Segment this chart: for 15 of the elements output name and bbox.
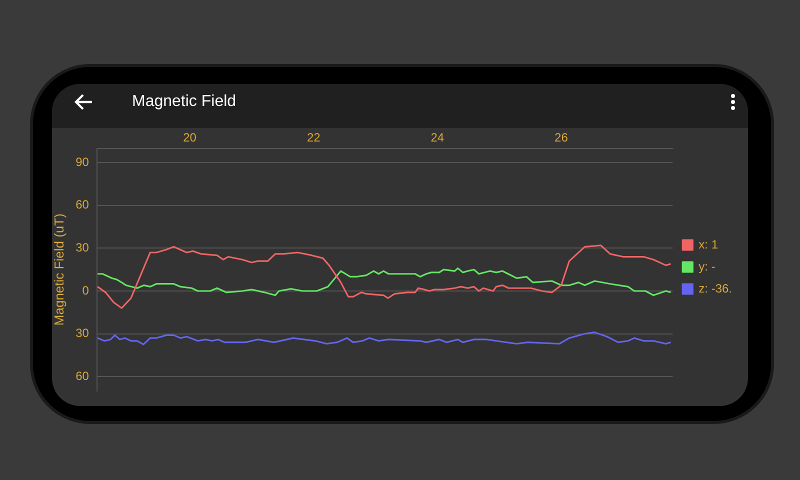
legend-label: z: -36. [698, 281, 732, 296]
x-tick-label: 26 [554, 130, 568, 145]
y-tick-label: 0 [82, 283, 90, 298]
legend-label: x: 1 [698, 237, 718, 252]
y-axis-title: Magnetic Field (uT) [51, 214, 66, 326]
chart-title: Magnetic Field [132, 93, 236, 111]
x-tick-label: 20 [183, 130, 197, 145]
legend-label: y: - [698, 259, 716, 274]
y-tick-label: 30 [76, 240, 90, 255]
y-tick-label: 60 [76, 198, 90, 212]
y-tick-label: 30 [76, 326, 90, 340]
x-tick-label: 22 [306, 130, 321, 145]
y-tick-label: 90 [76, 154, 90, 169]
y-tick-label: 60 [76, 368, 90, 383]
x-tick-label: 24 [430, 130, 444, 145]
